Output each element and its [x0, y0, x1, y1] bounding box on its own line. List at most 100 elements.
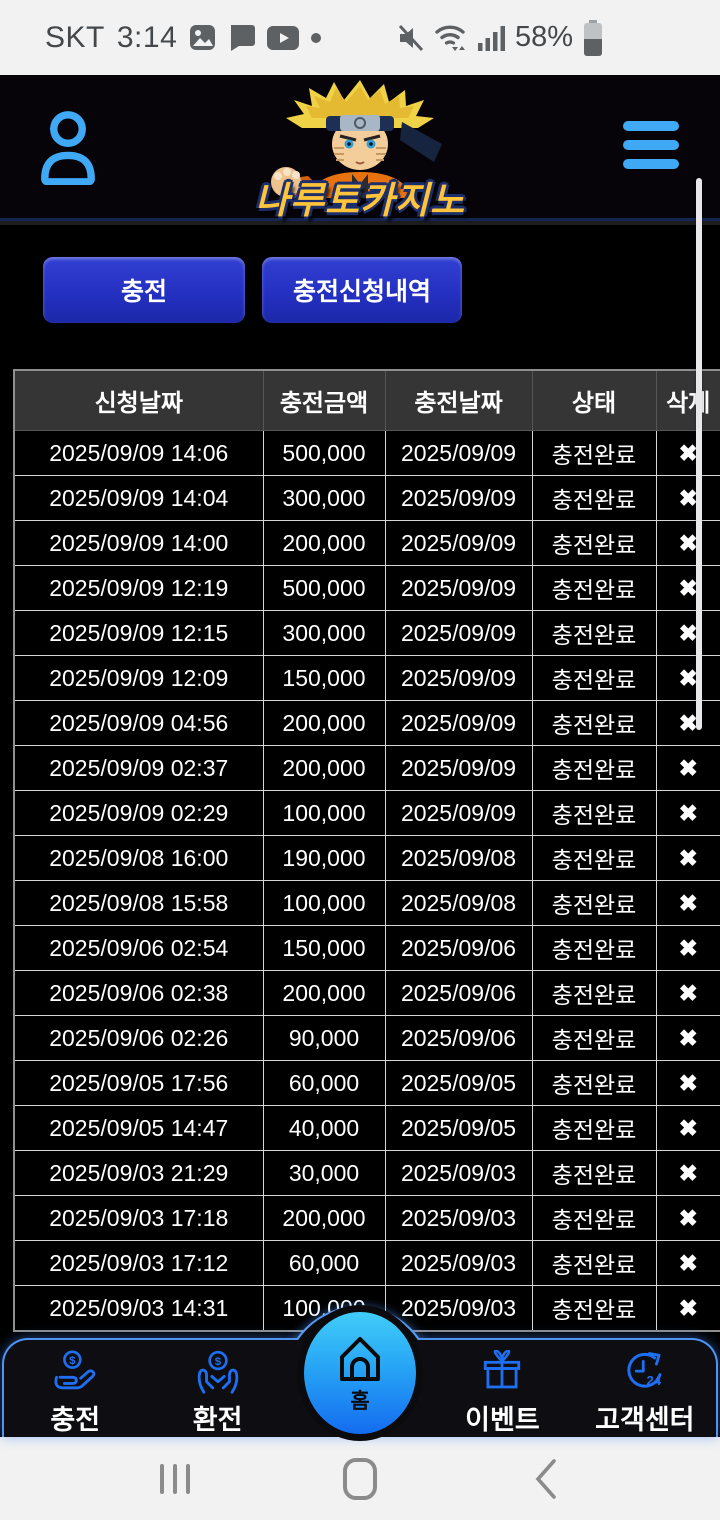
- table-row: 2025/09/06 02:26 90,000 2025/09/06 충전완료 …: [13, 1015, 720, 1061]
- status-cell: 충전완료: [531, 1240, 657, 1286]
- amount-cell: 150,000: [262, 925, 386, 971]
- nav-item-home[interactable]: 홈: [304, 1312, 416, 1434]
- nav-item-event[interactable]: 이벤트: [431, 1340, 573, 1437]
- delete-button[interactable]: ✖: [655, 880, 720, 926]
- charge-history-button[interactable]: 충전신청내역: [262, 257, 462, 323]
- nav-item-support[interactable]: 24 고객센터: [574, 1340, 716, 1437]
- back-button[interactable]: [510, 1449, 580, 1509]
- table-row: 2025/09/08 16:00 190,000 2025/09/08 충전완료…: [13, 835, 720, 881]
- col-request-date: 신청날짜: [13, 369, 264, 431]
- nav-item-exchange[interactable]: $ 환전: [146, 1340, 288, 1437]
- request-date-cell: 2025/09/06 02:54: [13, 925, 264, 971]
- delete-button[interactable]: ✖: [655, 520, 720, 566]
- delete-button[interactable]: ✖: [655, 430, 720, 476]
- photo-notification-icon: [190, 25, 216, 50]
- app-header: 나루토카지노: [0, 75, 720, 221]
- nav-label-support: 고객센터: [595, 1405, 695, 1435]
- table-row: 2025/09/06 02:54 150,000 2025/09/06 충전완료…: [13, 925, 720, 971]
- table-row: 2025/09/09 14:06 500,000 2025/09/09 충전완료…: [13, 430, 720, 476]
- delete-button[interactable]: ✖: [655, 790, 720, 836]
- nav-item-charge[interactable]: $ 충전: [4, 1340, 146, 1437]
- table-row: 2025/09/09 12:19 500,000 2025/09/09 충전완료…: [13, 565, 720, 611]
- status-cell: 충전완료: [531, 970, 657, 1016]
- charge-date-cell: 2025/09/09: [384, 430, 533, 476]
- delete-button[interactable]: ✖: [655, 835, 720, 881]
- request-date-cell: 2025/09/03 21:29: [13, 1150, 264, 1196]
- status-cell: 충전완료: [531, 880, 657, 926]
- table-header-row: 신청날짜 충전금액 충전날짜 상태 삭제: [13, 369, 720, 431]
- request-date-cell: 2025/09/09 02:29: [13, 790, 264, 836]
- delete-button[interactable]: ✖: [655, 565, 720, 611]
- table-row: 2025/09/09 12:15 300,000 2025/09/09 충전완료…: [13, 610, 720, 656]
- menu-icon[interactable]: [623, 121, 679, 169]
- charge-button[interactable]: 충전: [43, 257, 245, 323]
- profile-icon[interactable]: [38, 109, 98, 185]
- amount-cell: 150,000: [262, 655, 386, 701]
- android-home-icon: [343, 1457, 377, 1500]
- charge-date-cell: 2025/09/09: [384, 700, 533, 746]
- table-row: 2025/09/05 14:47 40,000 2025/09/05 충전완료 …: [13, 1105, 720, 1151]
- status-cell: 충전완료: [531, 655, 657, 701]
- delete-button[interactable]: ✖: [655, 1015, 720, 1061]
- recent-apps-icon: [160, 1463, 190, 1494]
- amount-cell: 60,000: [262, 1240, 386, 1286]
- table-row: 2025/09/09 04:56 200,000 2025/09/09 충전완료…: [13, 700, 720, 746]
- amount-cell: 200,000: [262, 1195, 386, 1241]
- charge-date-cell: 2025/09/09: [384, 655, 533, 701]
- page-scrollbar[interactable]: [696, 178, 702, 730]
- delete-button[interactable]: ✖: [655, 1285, 720, 1332]
- back-icon: [535, 1458, 556, 1499]
- hand-coin-icon: $: [54, 1350, 96, 1390]
- status-cell: 충전완료: [531, 1285, 657, 1332]
- delete-button[interactable]: ✖: [655, 655, 720, 701]
- amount-cell: 300,000: [262, 475, 386, 521]
- android-home-button[interactable]: [325, 1449, 395, 1509]
- table-row: 2025/09/03 17:18 200,000 2025/09/03 충전완료…: [13, 1195, 720, 1241]
- request-date-cell: 2025/09/05 14:47: [13, 1105, 264, 1151]
- delete-button[interactable]: ✖: [655, 1150, 720, 1196]
- nav-label-charge: 충전: [50, 1405, 101, 1435]
- delete-button[interactable]: ✖: [655, 475, 720, 521]
- charge-date-cell: 2025/09/08: [384, 835, 533, 881]
- status-cell: 충전완료: [531, 1150, 657, 1196]
- table-row: 2025/09/09 14:00 200,000 2025/09/09 충전완료…: [13, 520, 720, 566]
- amount-cell: 300,000: [262, 610, 386, 656]
- col-amount: 충전금액: [262, 369, 386, 431]
- hands-coin-icon: $: [197, 1350, 238, 1394]
- carrier-label: SKT: [45, 20, 105, 54]
- request-date-cell: 2025/09/08 16:00: [13, 835, 264, 881]
- mute-icon: [398, 24, 424, 51]
- charge-date-cell: 2025/09/09: [384, 745, 533, 791]
- nav-label-exchange: 환전: [192, 1405, 243, 1435]
- delete-button[interactable]: ✖: [655, 1240, 720, 1286]
- status-cell: 충전완료: [531, 565, 657, 611]
- gift-icon: [484, 1350, 521, 1389]
- logo[interactable]: 나루토카지노: [255, 75, 464, 221]
- amount-cell: 100,000: [262, 790, 386, 836]
- request-date-cell: 2025/09/09 12:09: [13, 655, 264, 701]
- delete-button[interactable]: ✖: [655, 1060, 720, 1106]
- signal-icon: [477, 25, 505, 51]
- table-row: 2025/09/03 21:29 30,000 2025/09/03 충전완료 …: [13, 1150, 720, 1196]
- delete-button[interactable]: ✖: [655, 925, 720, 971]
- delete-button[interactable]: ✖: [655, 700, 720, 746]
- delete-button[interactable]: ✖: [655, 970, 720, 1016]
- delete-button[interactable]: ✖: [655, 1105, 720, 1151]
- request-date-cell: 2025/09/09 14:06: [13, 430, 264, 476]
- delete-button[interactable]: ✖: [655, 610, 720, 656]
- recent-apps-button[interactable]: [140, 1449, 210, 1509]
- status-cell: 충전완료: [531, 520, 657, 566]
- nav-label-event: 이벤트: [465, 1405, 540, 1435]
- request-date-cell: 2025/09/03 17:12: [13, 1240, 264, 1286]
- amount-cell: 30,000: [262, 1150, 386, 1196]
- table-row: 2025/09/03 14:31 100,000 2025/09/03 충전완료…: [13, 1285, 720, 1332]
- charge-date-cell: 2025/09/05: [384, 1105, 533, 1151]
- request-date-cell: 2025/09/09 14:04: [13, 475, 264, 521]
- table-row: 2025/09/09 14:04 300,000 2025/09/09 충전완료…: [13, 475, 720, 521]
- charge-history-table: 신청날짜 충전금액 충전날짜 상태 삭제 2025/09/09 14:06 50…: [13, 369, 720, 1332]
- delete-button[interactable]: ✖: [655, 1195, 720, 1241]
- amount-cell: 500,000: [262, 565, 386, 611]
- delete-button[interactable]: ✖: [655, 745, 720, 791]
- charge-date-cell: 2025/09/03: [384, 1150, 533, 1196]
